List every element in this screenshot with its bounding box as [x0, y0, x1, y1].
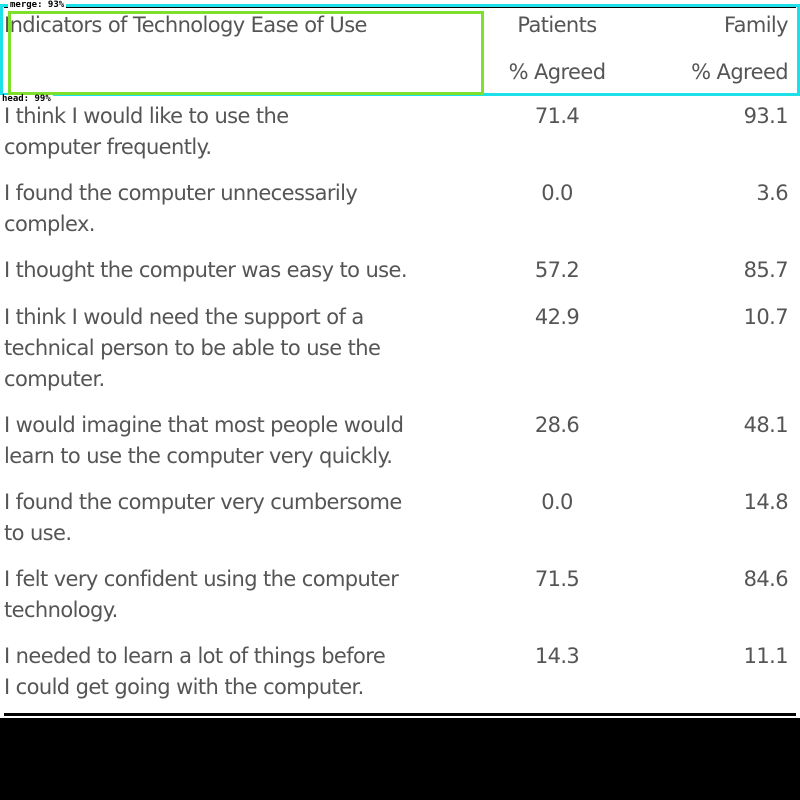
row-indicator-line-2: technical person to be able to use the [4, 336, 381, 360]
row-indicator-line-2: technology. [4, 598, 118, 622]
row-family-value: 85.7 [743, 258, 789, 282]
row-indicator-line-1: I found the computer unnecessarily [4, 181, 358, 205]
row-indicator-line-1: I found the computer very cumbersome [4, 490, 402, 514]
table-page: Indicators of Technology Ease of Use Pat… [0, 0, 800, 718]
row-patients-value: 42.9 [534, 305, 580, 329]
row-family-value: 11.1 [743, 644, 789, 668]
row-family-value: 48.1 [743, 413, 789, 437]
header-family: Family [724, 13, 789, 37]
row-patients-value: 57.2 [534, 258, 580, 282]
header-patients-sub: % Agreed [508, 60, 606, 84]
row-indicator-line-2: computer frequently. [4, 135, 212, 159]
row-indicator-line-1: I needed to learn a lot of things before [4, 644, 386, 668]
row-indicator-line-1: I think I would like to use the [4, 104, 289, 128]
row-indicator-line-1: I thought the computer was easy to use. [4, 258, 408, 282]
row-patients-value: 0.0 [541, 181, 573, 205]
table-bottom-rule [4, 713, 796, 716]
row-patients-value: 0.0 [541, 490, 573, 514]
row-family-value: 10.7 [743, 305, 789, 329]
header-family-sub: % Agreed [691, 60, 788, 84]
merge-confidence-tag: merge: 93% [8, 0, 67, 10]
head-confidence-tag: head: 99% [0, 94, 53, 104]
row-indicator-line-2: to use. [4, 521, 72, 545]
row-indicator-line-3: computer. [4, 367, 105, 391]
row-patients-value: 28.6 [534, 413, 580, 437]
row-patients-value: 71.4 [534, 104, 580, 128]
row-indicator-line-2: complex. [4, 212, 95, 236]
row-indicator-line-1: I felt very confident using the computer [4, 567, 399, 591]
row-indicator-line-1: I would imagine that most people would [4, 413, 404, 437]
row-patients-value: 14.3 [534, 644, 580, 668]
header-patients: Patients [517, 13, 597, 37]
row-family-value: 84.6 [743, 567, 789, 591]
header-indicator: Indicators of Technology Ease of Use [4, 13, 367, 37]
row-patients-value: 71.5 [534, 567, 580, 591]
row-family-value: 14.8 [743, 490, 789, 514]
row-family-value: 3.6 [756, 181, 788, 205]
row-family-value: 93.1 [743, 104, 789, 128]
row-indicator-line-2: learn to use the computer very quickly. [4, 444, 393, 468]
row-indicator-line-1: I think I would need the support of a [4, 305, 364, 329]
row-indicator-line-2: I could get going with the computer. [4, 675, 364, 699]
head-detection-box [8, 11, 484, 95]
